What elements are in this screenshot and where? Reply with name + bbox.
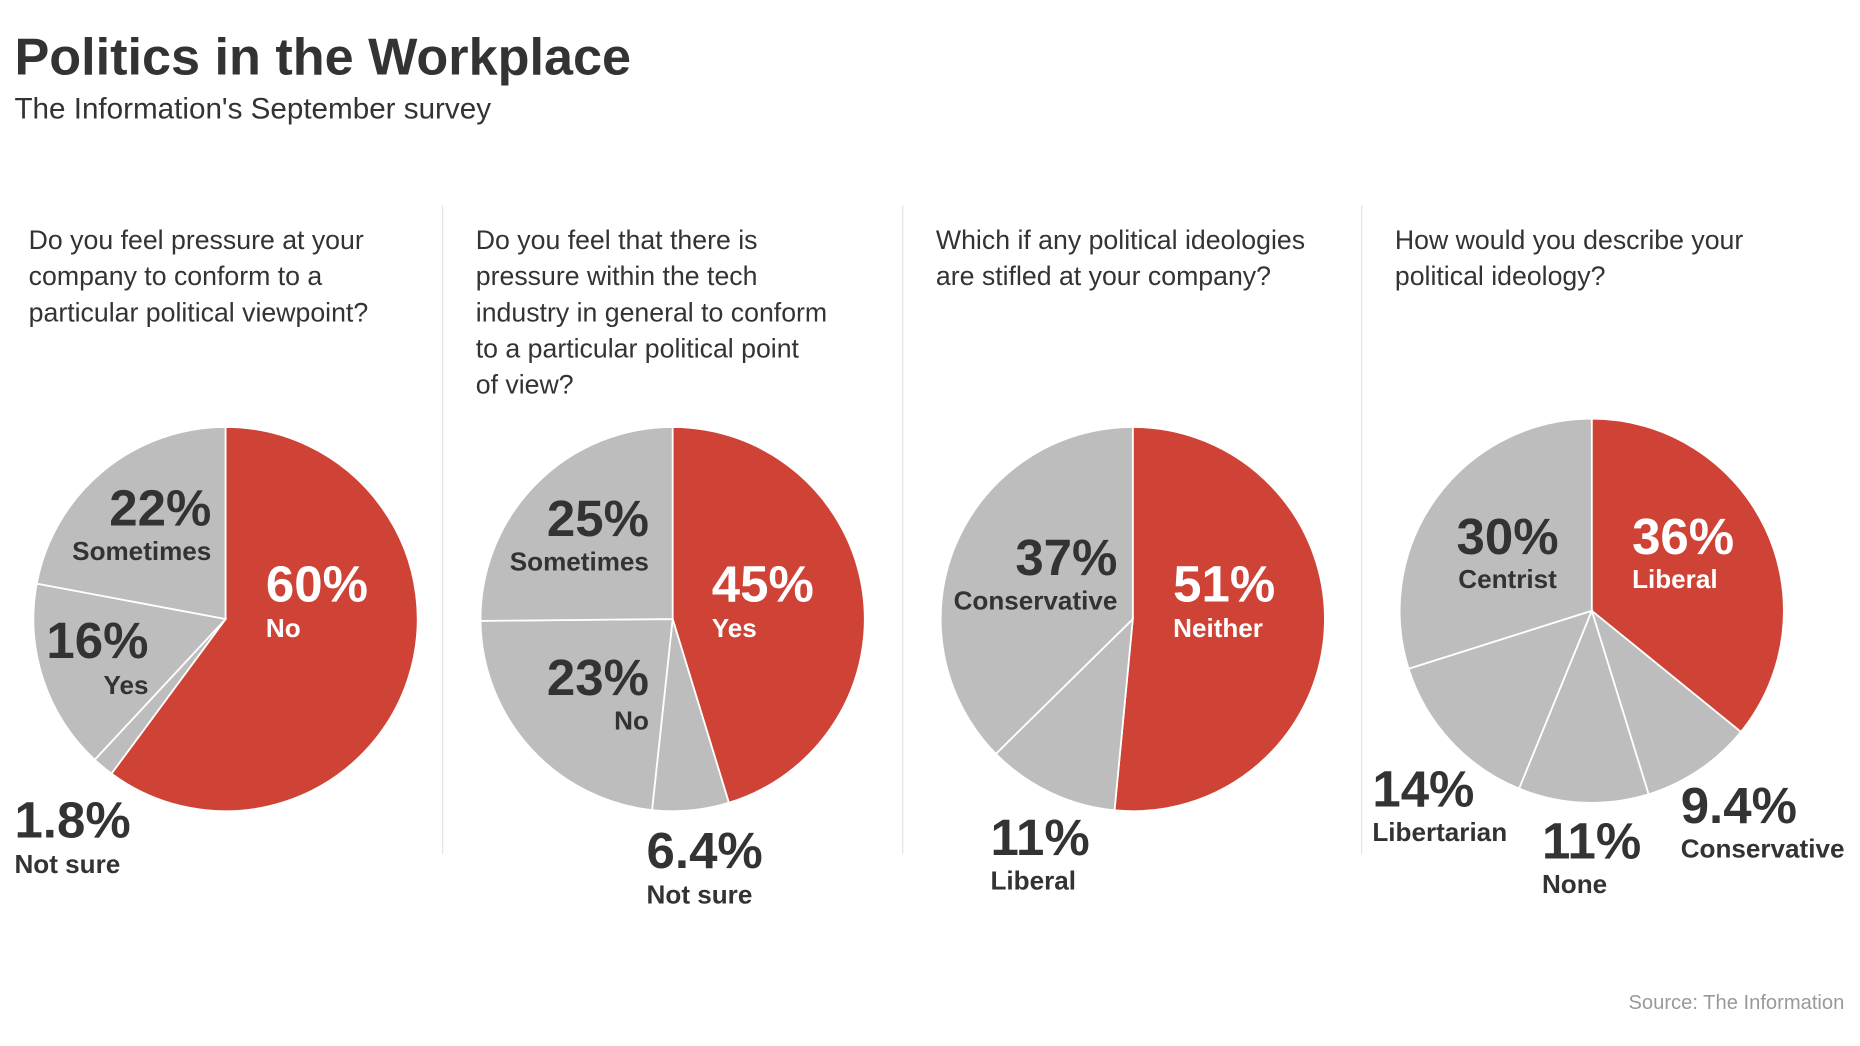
data-label-value: 25% [547, 490, 649, 547]
data-label-category: Liberal [990, 865, 1076, 895]
question-text: of view? [476, 370, 574, 400]
data-label-category: Sometimes [72, 536, 211, 566]
pie-slice-sometimes [35, 426, 227, 621]
data-label-value: 22% [109, 479, 211, 536]
data-label-value: 30% [1457, 508, 1559, 565]
question-text: pressure within the tech [476, 261, 758, 291]
pie-slice-yes [671, 426, 866, 804]
question-text: Do you feel pressure at your [29, 225, 364, 255]
question-text: particular political viewpoint? [29, 297, 368, 327]
question-text: political ideology? [1395, 261, 1606, 291]
question-text: How would you describe your [1395, 225, 1744, 255]
data-label-category: No [266, 613, 301, 643]
data-label-category: Yes [712, 613, 757, 643]
pie-slice-liberal [1590, 417, 1785, 734]
pie-slice-conservative [1590, 608, 1743, 796]
chart-subtitle: The Information's September survey [14, 93, 491, 126]
data-label-value: 37% [1015, 529, 1117, 586]
question-text: are stifled at your company? [936, 261, 1271, 291]
chart-title: Politics in the Workplace [14, 29, 631, 87]
data-label-category: Libertarian [1372, 817, 1507, 847]
data-label-value: 14% [1372, 760, 1474, 817]
question-text: to a particular political point [476, 334, 800, 364]
pie-slice-sometimes [479, 426, 674, 622]
question-text: Do you feel that there is [476, 225, 758, 255]
data-label-category: Liberal [1632, 564, 1718, 594]
data-label-value: 11% [990, 809, 1089, 866]
pie-chart-3: Which if any political ideologies are sti… [936, 225, 1326, 895]
data-label-category: Not sure [14, 849, 120, 879]
data-label-value: 23% [547, 649, 649, 706]
pie-slice-libertarian [1407, 609, 1594, 790]
data-label-category: Conservative [954, 586, 1118, 616]
data-label-value: 16% [46, 612, 148, 669]
pie-slice-yes [32, 582, 228, 761]
data-label-category: Not sure [647, 880, 753, 910]
pie-slice-none [1517, 608, 1650, 804]
data-label-value: 51% [1173, 555, 1275, 612]
pie-slice-no [479, 618, 674, 812]
data-label-value: 36% [1632, 508, 1734, 565]
data-label-category: Yes [103, 670, 148, 700]
pie-slice-no [110, 426, 419, 813]
pie-chart-1: Do you feel pressure at your company to c… [14, 225, 419, 879]
data-label-value: 45% [712, 555, 814, 612]
data-label-category: Neither [1173, 613, 1263, 643]
pie-slice-liberal [994, 616, 1134, 812]
source-note: Source: The Information [1628, 992, 1844, 1014]
data-label-category: None [1542, 869, 1607, 899]
question-text: company to conform to a [29, 261, 323, 291]
pie-slice-centrist [1398, 417, 1593, 670]
pie-chart-4: How would you describe your political ide… [1372, 225, 1844, 899]
data-label-value: 9.4% [1681, 777, 1797, 834]
pie-chart-2: Do you feel that there is pressure within… [476, 225, 866, 910]
data-label-category: No [614, 705, 649, 735]
data-label-value: 6.4% [647, 822, 763, 879]
pie-slice-conservative [939, 426, 1134, 756]
data-label-value: 60% [266, 555, 368, 612]
data-label-value: 1.8% [14, 791, 130, 848]
data-label-category: Conservative [1681, 833, 1845, 863]
pie-slice-neither [1113, 426, 1326, 813]
question-text: Which if any political ideologies [936, 225, 1305, 255]
data-label-value: 11% [1542, 813, 1641, 870]
data-label-category: Centrist [1458, 564, 1557, 594]
data-label-category: Sometimes [510, 546, 649, 576]
question-text: industry in general to conform [476, 297, 827, 327]
